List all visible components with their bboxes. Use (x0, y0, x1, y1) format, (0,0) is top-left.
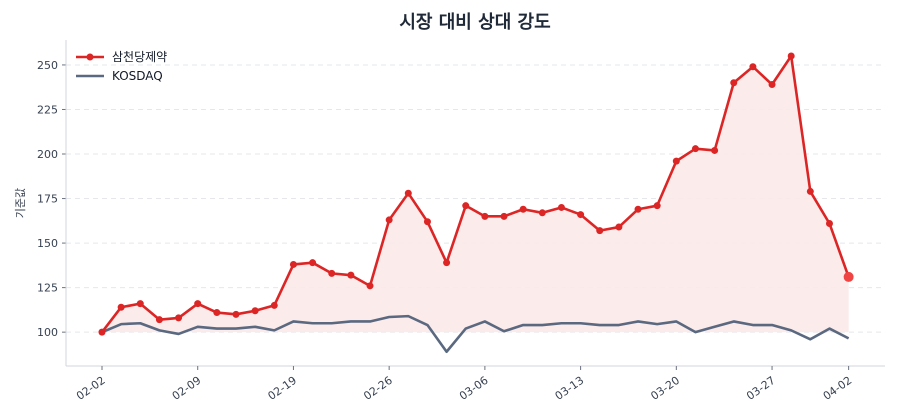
data-point (634, 205, 642, 213)
data-point (615, 223, 623, 231)
area-fill-samchundang (101, 56, 849, 333)
data-point (443, 259, 451, 267)
x-tick-label: 03-27 (744, 374, 778, 403)
y-tick-label: 175 (37, 193, 58, 206)
series-line-samchundang (100, 54, 850, 333)
data-point (251, 307, 259, 315)
data-point (404, 189, 412, 197)
data-point (328, 269, 336, 277)
x-tick-label: 02-02 (74, 374, 108, 403)
data-point (825, 219, 833, 227)
data-point (347, 271, 355, 279)
data-point (806, 187, 814, 195)
data-point (289, 260, 297, 268)
y-tick-label: 200 (37, 148, 58, 161)
x-tick-label: 02-26 (361, 374, 395, 403)
y-tick-label: 150 (37, 237, 58, 250)
y-tick-label: 250 (37, 59, 58, 72)
data-point (309, 259, 317, 267)
series-line-kosdaq (101, 314, 850, 354)
data-point (749, 63, 757, 71)
data-point (519, 205, 527, 213)
data-point (117, 303, 125, 311)
data-point (653, 202, 661, 210)
data-point (577, 211, 585, 219)
data-point (194, 300, 202, 308)
data-point (672, 157, 680, 165)
data-point (462, 202, 470, 210)
data-point (481, 212, 489, 220)
data-point (270, 301, 278, 309)
data-point (175, 314, 183, 322)
x-tick-label: 03-13 (553, 374, 587, 403)
y-axis-label: 기준값 (14, 188, 27, 218)
x-tick-label: 02-09 (170, 374, 204, 403)
legend-item-samchundang: 삼천당제약 (112, 49, 167, 64)
data-point (155, 316, 163, 324)
data-point (366, 282, 374, 290)
data-point (711, 146, 719, 154)
data-point (98, 328, 106, 336)
data-point (385, 216, 393, 224)
y-tick-label: 125 (37, 282, 58, 295)
x-tick-label: 03-20 (648, 374, 682, 403)
legend: 삼천당제약 KOSDAQ (76, 49, 167, 83)
data-point (787, 52, 795, 60)
data-point (691, 145, 699, 153)
y-tick-label: 225 (37, 103, 58, 116)
data-point (423, 218, 431, 226)
data-point (500, 212, 508, 220)
y-tick-label: 100 (37, 326, 58, 339)
x-tick-label: 04-02 (821, 374, 855, 403)
x-tick-label: 02-19 (266, 374, 300, 403)
legend-item-kosdaq: KOSDAQ (112, 69, 163, 83)
data-point (232, 310, 240, 318)
data-point (768, 81, 776, 89)
data-point (557, 203, 565, 211)
data-point (596, 227, 604, 235)
chart-title: 시장 대비 상대 강도 (399, 12, 550, 33)
data-point (538, 209, 546, 217)
data-point (730, 79, 738, 87)
data-point (843, 271, 854, 282)
data-point (213, 309, 221, 317)
x-tick-label: 03-06 (457, 374, 491, 403)
data-point (136, 300, 144, 308)
